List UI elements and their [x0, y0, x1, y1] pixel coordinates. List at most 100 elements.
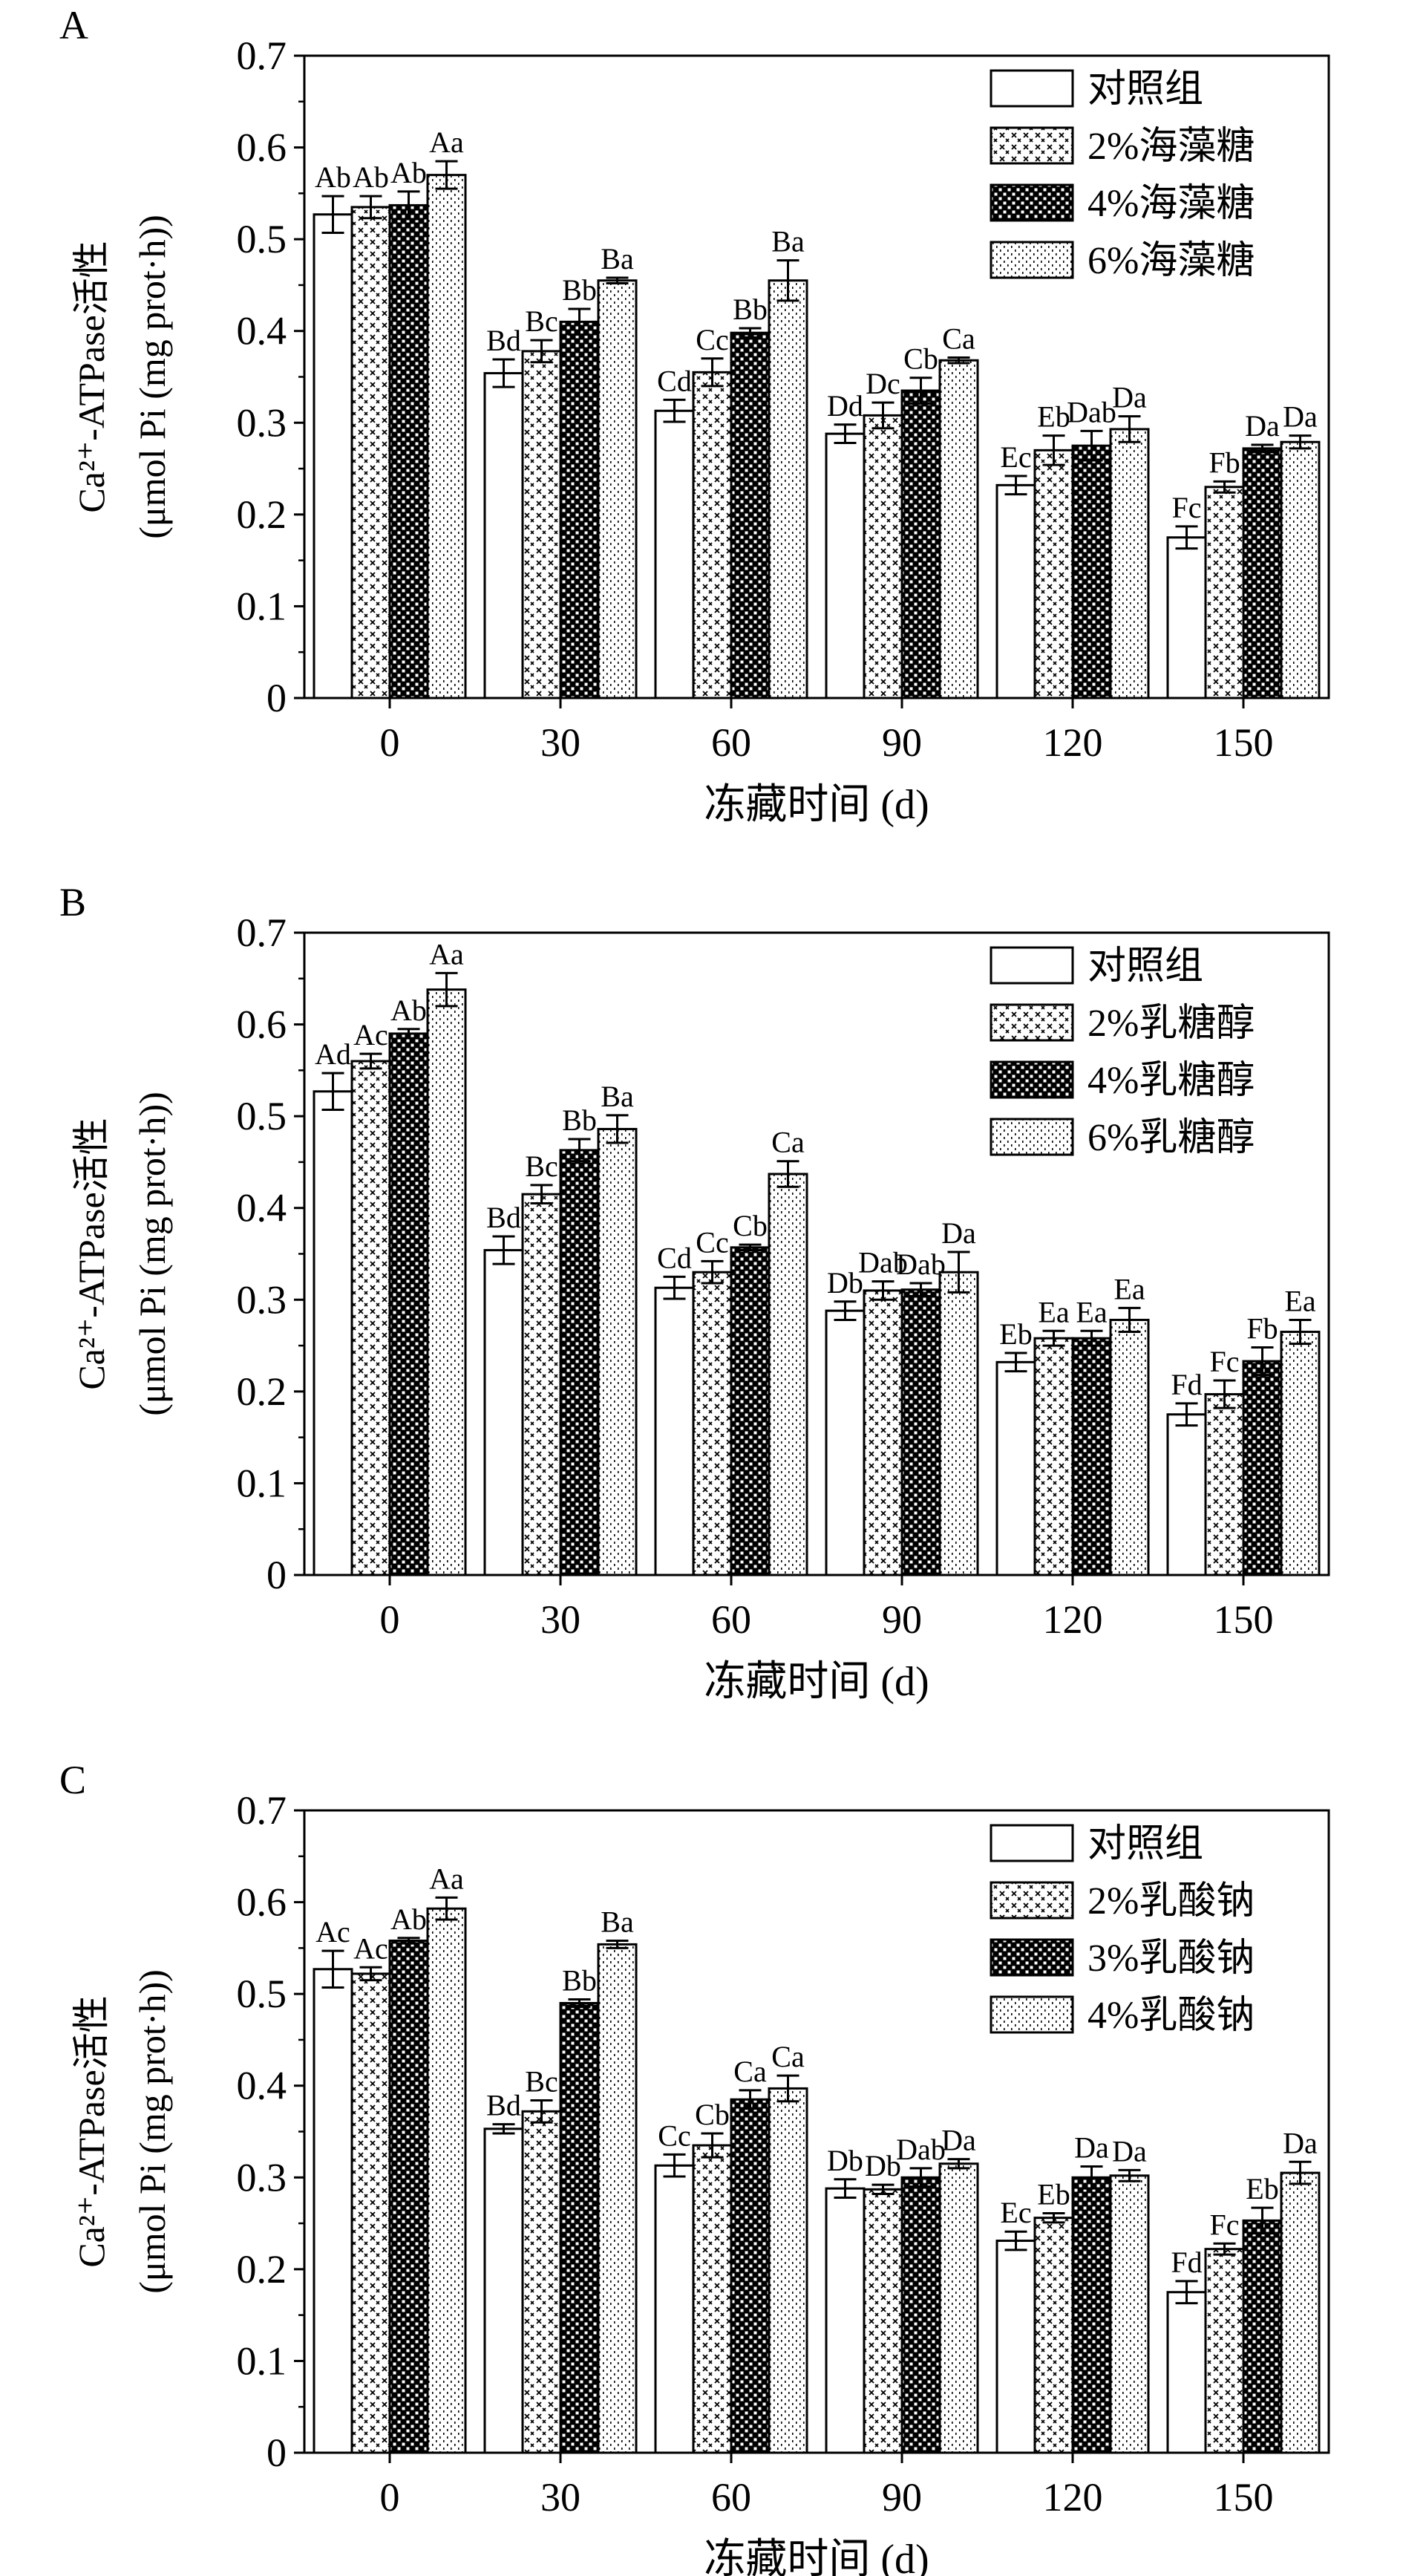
x-tick-label: 90	[882, 2475, 922, 2520]
error-bar	[397, 1937, 420, 1945]
bar	[350, 1972, 391, 2454]
bar	[483, 1249, 524, 1576]
significance-label: Ab	[315, 160, 351, 194]
legend-swatch	[990, 183, 1074, 222]
error-bar	[321, 195, 344, 234]
significance-label: Ab	[390, 994, 427, 1027]
legend-swatch	[990, 1003, 1074, 1042]
error-bar	[1118, 415, 1141, 443]
error-bar	[1004, 475, 1027, 496]
error-bar	[1080, 1329, 1103, 1347]
y-axis-title-line2: (μmol Pi (mg prot·h))	[131, 1969, 173, 2293]
x-tick-label: 30	[540, 720, 581, 765]
bar	[521, 2110, 562, 2454]
bar	[768, 2087, 808, 2454]
error-bar	[1004, 2230, 1027, 2251]
x-tick-label: 60	[711, 2475, 751, 2520]
bar	[1280, 2171, 1321, 2454]
significance-label: Aa	[429, 1862, 464, 1895]
bar	[768, 1173, 808, 1576]
y-tick-label: 0	[266, 2430, 287, 2475]
error-bar	[1289, 2160, 1312, 2185]
significance-label: Da	[1074, 2130, 1109, 2164]
error-bar	[568, 1138, 591, 1163]
error-bar	[701, 357, 724, 388]
bar	[597, 1943, 638, 2454]
significance-label: Cc	[696, 1225, 728, 1259]
significance-label: Cb	[733, 1209, 768, 1242]
legend-entry: 2%乳酸钠	[1088, 1880, 1255, 1923]
error-bar	[1251, 1346, 1274, 1377]
y-tick-label: 0.5	[237, 1094, 287, 1138]
bar	[1242, 447, 1283, 700]
significance-label: Da	[1283, 2126, 1318, 2159]
legend-entry: 4%乳糖醇	[1088, 1060, 1255, 1102]
significance-label: Bc	[525, 304, 557, 338]
error-bar	[1251, 2206, 1274, 2235]
significance-label: Dab	[1067, 395, 1116, 428]
significance-label: Ab	[390, 1902, 427, 1936]
bar	[350, 206, 391, 700]
y-axis-title-line1: Ca²⁺-ATPase活性	[71, 1995, 112, 2267]
bar	[1166, 536, 1207, 700]
bar	[825, 2187, 866, 2454]
bar	[1071, 1337, 1112, 1576]
significance-label: Ba	[771, 225, 805, 258]
y-tick-label: 0.1	[237, 2338, 287, 2383]
bar	[1033, 449, 1074, 700]
legend-swatch	[990, 241, 1074, 279]
error-bar	[1213, 1379, 1236, 1409]
bar	[692, 371, 733, 700]
bar	[521, 1193, 562, 1576]
significance-label: Ab	[353, 160, 389, 194]
y-tick-label: 0.7	[237, 910, 287, 955]
y-tick-label: 0.4	[237, 2064, 287, 2108]
significance-label: Aa	[429, 125, 464, 159]
bar	[995, 2240, 1036, 2454]
y-tick-label: 0.3	[237, 400, 287, 445]
bar	[863, 414, 903, 700]
error-bar	[568, 307, 591, 336]
error-bar	[1004, 1351, 1027, 1373]
bar	[995, 1360, 1036, 1576]
error-bar	[397, 190, 420, 221]
legend-entry: 对照组	[1088, 1823, 1203, 1865]
y-tick-label: 0.7	[237, 1788, 287, 1833]
error-bar	[1118, 1306, 1141, 1334]
bar	[654, 1286, 695, 1576]
error-bar	[701, 2132, 724, 2159]
significance-label: Db	[865, 2149, 901, 2182]
y-tick-label: 0.5	[237, 1972, 287, 2016]
x-tick-label: 30	[540, 2475, 581, 2520]
error-bar	[321, 1949, 344, 1989]
bar	[483, 2127, 524, 2454]
bar	[1109, 2174, 1150, 2454]
significance-label: Eb	[1037, 400, 1070, 434]
significance-label: Dd	[827, 389, 863, 423]
legend: 对照组 2%海藻糖 4%海藻糖 6%海藻糖	[990, 68, 1255, 282]
significance-label: Bc	[525, 2064, 557, 2098]
bar	[521, 350, 562, 700]
error-bar	[1251, 443, 1274, 454]
significance-label: Dab	[896, 2133, 946, 2166]
bar	[863, 1289, 903, 1576]
significance-label: Fc	[1172, 491, 1202, 524]
bar	[1280, 440, 1321, 700]
significance-label: Ba	[601, 1080, 634, 1113]
error-bar	[834, 2178, 857, 2199]
x-axis-title: 冻藏时间 (d)	[704, 1659, 929, 1705]
significance-label: Ea	[1284, 1284, 1315, 1317]
significance-label: Da	[941, 1216, 976, 1250]
significance-label: Cc	[696, 323, 728, 356]
significance-label: Fd	[1171, 1368, 1202, 1401]
significance-label: Eb	[999, 1317, 1032, 1351]
significance-label: Bb	[562, 273, 597, 307]
error-bar	[1080, 429, 1103, 462]
bar	[825, 432, 866, 700]
panel-label: C	[59, 1758, 86, 1802]
error-bar	[321, 1072, 344, 1111]
error-bar	[1042, 2211, 1065, 2224]
bar	[1280, 1331, 1321, 1576]
bar	[654, 409, 695, 700]
